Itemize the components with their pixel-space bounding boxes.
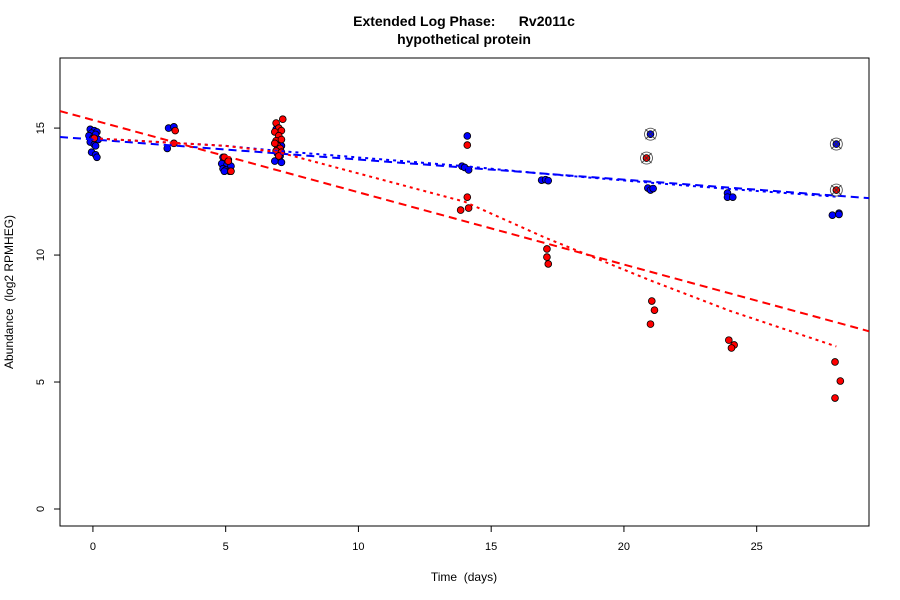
highlight-ring [644, 127, 657, 141]
highlight-cross [831, 138, 842, 150]
y-tick-label: 10 [35, 249, 47, 261]
x-axis-label: Time (days) [431, 570, 497, 584]
red-dotted-fit-line [92, 137, 837, 348]
x-tick-label: 0 [90, 541, 96, 553]
blue-point [828, 211, 837, 219]
red-point [464, 204, 473, 212]
chart-subtitle: hypothetical protein [397, 31, 531, 47]
plot-area [60, 110, 869, 402]
red-point [831, 358, 839, 366]
red-point [227, 167, 235, 176]
blue-point [649, 184, 657, 193]
highlight-ring [640, 151, 653, 165]
y-tick-label: 0 [35, 506, 47, 512]
red-point [463, 193, 472, 201]
blue-point [544, 176, 553, 185]
red-point [725, 336, 733, 344]
x-tick-label: 5 [223, 541, 229, 553]
x-axis: 0 5 10 15 20 25 [90, 525, 763, 553]
red-point [836, 377, 845, 385]
red-point [543, 253, 551, 261]
red-point [544, 260, 553, 268]
red-point [648, 297, 656, 305]
red-point [277, 135, 286, 144]
highlight-cross [641, 152, 652, 164]
red-point [270, 139, 279, 148]
highlight-ring [829, 183, 843, 197]
blue-dashed-fit-line [60, 135, 869, 200]
red-point [727, 344, 736, 352]
series-layer [60, 110, 869, 402]
blue-point [835, 210, 843, 219]
highlight-cross [831, 184, 842, 196]
highlight-ring [829, 137, 843, 151]
x-tick-label: 15 [485, 541, 497, 553]
y-axis: 0 5 10 15 [35, 122, 61, 512]
plot-frame [59, 57, 870, 527]
red-point [456, 206, 465, 214]
red-point [224, 157, 233, 165]
blue-point [220, 167, 229, 176]
y-tick-label: 15 [35, 122, 47, 134]
red-point [543, 245, 551, 253]
blue-point [93, 153, 101, 162]
red-dashed-fit-line [60, 110, 869, 333]
blue-point [728, 193, 737, 201]
blue-point [277, 158, 286, 167]
blue-point [463, 132, 472, 140]
y-tick-label: 5 [35, 379, 47, 385]
x-tick-label: 10 [352, 541, 364, 553]
red-point [278, 115, 287, 123]
red-point [646, 320, 655, 328]
chart-title: Extended Log Phase: Rv2011c [353, 13, 575, 29]
red-point [650, 306, 659, 314]
red-point [831, 394, 839, 402]
highlight-cross [645, 128, 656, 140]
y-axis-label: Abundance (log2 RPMHEG) [2, 215, 16, 369]
x-tick-label: 25 [751, 541, 763, 553]
red-point [463, 141, 472, 149]
blue-point [91, 142, 100, 150]
x-tick-label: 20 [618, 541, 630, 553]
red-point [171, 126, 180, 135]
